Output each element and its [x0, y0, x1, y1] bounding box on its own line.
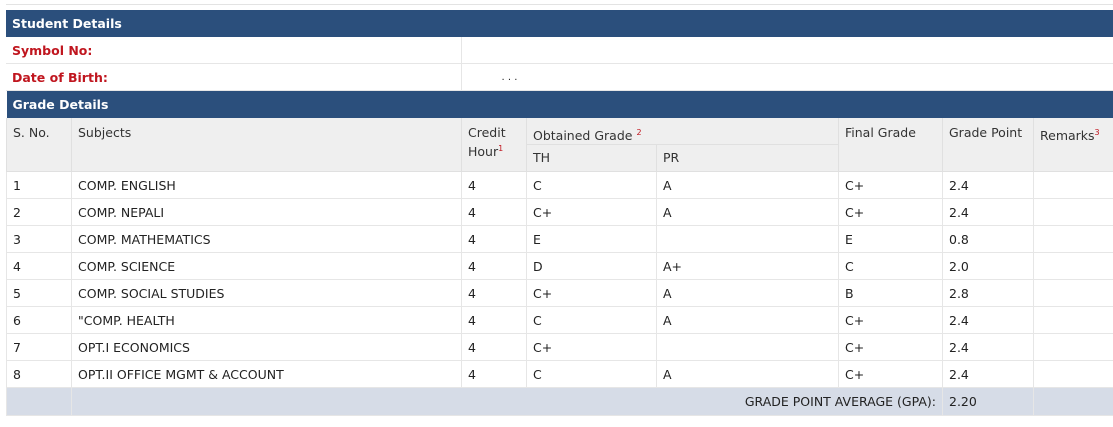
cell-subject: COMP. MATHEMATICS: [71, 225, 462, 254]
cell-gp: 2.4: [942, 360, 1034, 389]
cell-sno: 8: [6, 360, 72, 389]
cell-sno: 7: [6, 333, 72, 362]
grade-details-header: Grade Details: [6, 91, 1113, 118]
cell-final: E: [838, 225, 943, 254]
table-row: 2 COMP. NEPALI 4 C+ A C+ 2.4: [6, 198, 1113, 227]
cell-th: D: [526, 252, 657, 281]
cell-remarks: [1032, 225, 1113, 254]
cell-pr: A+: [656, 252, 839, 281]
cell-th: E: [526, 225, 657, 254]
cell-remarks: [1032, 279, 1113, 308]
table-row: 3 COMP. MATHEMATICS 4 E E 0.8: [6, 225, 1113, 254]
grade-details-table: Grade Details S. No. Subjects Credit Hou…: [6, 91, 1113, 417]
result-container: Student Details Symbol No: Date of Birth…: [6, 10, 1113, 417]
cell-gp: 2.4: [942, 306, 1034, 335]
cell-remarks: [1032, 198, 1113, 227]
cell-remarks: [1032, 171, 1113, 200]
cell-sno: 4: [6, 252, 72, 281]
cell-subject: COMP. SOCIAL STUDIES: [71, 279, 462, 308]
cell-pr: A: [656, 306, 839, 335]
cell-subject: COMP. ENGLISH: [71, 171, 462, 200]
gpa-label: GRADE POINT AVERAGE (GPA):: [71, 387, 943, 417]
col-credit: Credit Hour1: [461, 118, 527, 173]
gpa-row: GRADE POINT AVERAGE (GPA): 2.20: [6, 387, 1113, 417]
cell-remarks: [1032, 360, 1113, 389]
cell-gp: 2.4: [942, 198, 1034, 227]
cell-credit: 4: [461, 198, 527, 227]
cell-pr: [656, 225, 839, 254]
cell-subject: OPT.I ECONOMICS: [71, 333, 462, 362]
top-divider: [6, 0, 1113, 5]
cell-final: C+: [838, 171, 943, 200]
cell-th: C: [526, 171, 657, 200]
cell-sno: 2: [6, 198, 72, 227]
cell-pr: A: [656, 279, 839, 308]
cell-pr: A: [656, 198, 839, 227]
student-details-header: Student Details: [6, 10, 1113, 37]
cell-pr: A: [656, 171, 839, 200]
col-sno: S. No.: [6, 118, 72, 173]
cell-remarks: [1032, 333, 1113, 362]
cell-credit: 4: [461, 225, 527, 254]
col-obtained: Obtained Grade 2: [526, 118, 839, 146]
cell-gp: 0.8: [942, 225, 1034, 254]
cell-credit: 4: [461, 171, 527, 200]
cell-pr: [656, 333, 839, 362]
cell-th: C+: [526, 279, 657, 308]
table-row: 6 "COMP. HEALTH 4 C A C+ 2.4: [6, 306, 1113, 335]
cell-th: C: [526, 360, 657, 389]
cell-sno: 1: [6, 171, 72, 200]
cell-final: C+: [838, 198, 943, 227]
cell-credit: 4: [461, 306, 527, 335]
cell-credit: 4: [461, 279, 527, 308]
cell-gp: 2.0: [942, 252, 1034, 281]
cell-sno: 3: [6, 225, 72, 254]
cell-credit: 4: [461, 252, 527, 281]
cell-final: C+: [838, 360, 943, 389]
cell-sno: 5: [6, 279, 72, 308]
col-gp: Grade Point: [942, 118, 1034, 173]
col-th: TH: [526, 144, 657, 173]
table-row: 7 OPT.I ECONOMICS 4 C+ C+ 2.4: [6, 333, 1113, 362]
cell-remarks: [1032, 252, 1113, 281]
cell-pr: A: [656, 360, 839, 389]
cell-subject: COMP. NEPALI: [71, 198, 462, 227]
cell-credit: 4: [461, 333, 527, 362]
table-row: 4 COMP. SCIENCE 4 D A+ C 2.0: [6, 252, 1113, 281]
cell-gp: 2.8: [942, 279, 1034, 308]
table-row: 1 COMP. ENGLISH 4 C A C+ 2.4: [6, 171, 1113, 200]
col-pr: PR: [656, 144, 839, 173]
table-row: 5 COMP. SOCIAL STUDIES 4 C+ A B 2.8: [6, 279, 1113, 308]
cell-final: C+: [838, 333, 943, 362]
cell-th: C+: [526, 333, 657, 362]
cell-remarks: [1032, 306, 1113, 335]
gpa-value: 2.20: [942, 387, 1034, 417]
cell-credit: 4: [461, 360, 527, 389]
cell-subject: OPT.II OFFICE MGMT & ACCOUNT: [71, 360, 462, 389]
symbol-label: Symbol No:: [6, 37, 461, 64]
col-subjects: Subjects: [71, 118, 462, 173]
cell-sno: 6: [6, 306, 72, 335]
dob-label: Date of Birth:: [6, 63, 461, 91]
cell-final: C: [838, 252, 943, 281]
col-remarks: Remarks3: [1032, 118, 1113, 173]
dob-value: . . .: [460, 63, 1113, 91]
cell-subject: COMP. SCIENCE: [71, 252, 462, 281]
student-details-table: Student Details Symbol No: Date of Birth…: [6, 10, 1113, 91]
table-row: 8 OPT.II OFFICE MGMT & ACCOUNT 4 C A C+ 2.4: [6, 360, 1113, 389]
symbol-value: [460, 37, 1113, 64]
cell-final: B: [838, 279, 943, 308]
col-final: Final Grade: [838, 118, 943, 173]
cell-gp: 2.4: [942, 171, 1034, 200]
cell-gp: 2.4: [942, 333, 1034, 362]
cell-th: C+: [526, 198, 657, 227]
cell-th: C: [526, 306, 657, 335]
cell-subject: "COMP. HEALTH: [71, 306, 462, 335]
cell-final: C+: [838, 306, 943, 335]
